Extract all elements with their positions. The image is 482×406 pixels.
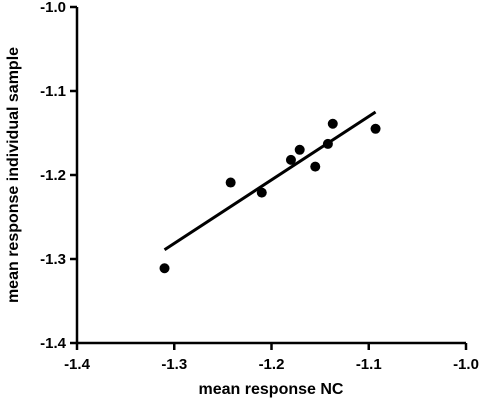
- data-point: [159, 263, 170, 274]
- y-tick-label: -1.2: [40, 167, 66, 184]
- y-tick-label: -1.4: [40, 335, 67, 352]
- data-point: [327, 118, 338, 129]
- y-tick-label: -1.3: [40, 251, 66, 268]
- data-point: [322, 138, 333, 149]
- x-tick-label: -1.3: [161, 356, 187, 373]
- data-point: [285, 154, 296, 165]
- data-point: [370, 123, 381, 134]
- data-point: [310, 161, 321, 172]
- y-tick-label: -1.0: [40, 0, 66, 16]
- data-point: [294, 144, 305, 155]
- data-points: [159, 118, 381, 274]
- data-point: [225, 177, 236, 188]
- x-tick-label: -1.4: [64, 356, 91, 373]
- regression-line-group: [163, 110, 377, 252]
- regression-line: [163, 110, 377, 252]
- x-ticks: -1.4 -1.3 -1.2 -1.1 -1.0: [64, 343, 479, 373]
- x-axis-title: mean response NC: [199, 381, 344, 398]
- data-point: [256, 187, 267, 198]
- y-axis-title: mean response individual sample: [5, 47, 22, 303]
- x-tick-label: -1.1: [356, 356, 382, 373]
- x-tick-label: -1.0: [453, 356, 479, 373]
- y-ticks: -1.4 -1.3 -1.2 -1.1 -1.0: [40, 0, 77, 352]
- y-tick-label: -1.1: [40, 83, 66, 100]
- axes: [75, 7, 466, 345]
- x-tick-label: -1.2: [259, 356, 285, 373]
